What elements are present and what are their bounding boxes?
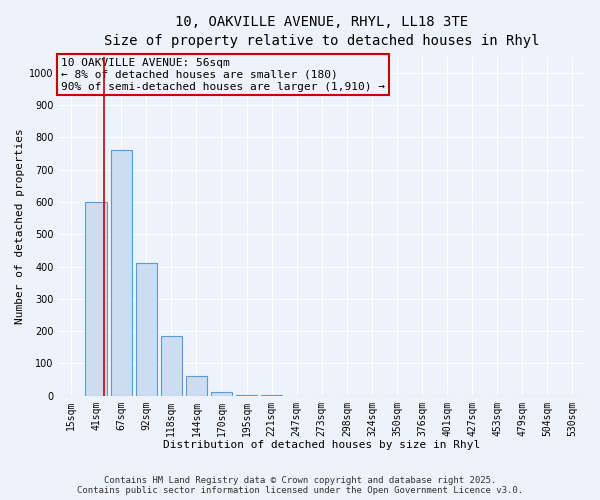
Bar bbox=[211, 392, 232, 396]
Bar bbox=[136, 264, 157, 396]
Text: 10 OAKVILLE AVENUE: 56sqm
← 8% of detached houses are smaller (180)
90% of semi-: 10 OAKVILLE AVENUE: 56sqm ← 8% of detach… bbox=[61, 58, 385, 92]
Bar bbox=[161, 336, 182, 396]
Title: 10, OAKVILLE AVENUE, RHYL, LL18 3TE
Size of property relative to detached houses: 10, OAKVILLE AVENUE, RHYL, LL18 3TE Size… bbox=[104, 15, 539, 48]
Bar bbox=[236, 395, 257, 396]
Bar bbox=[186, 376, 207, 396]
Bar bbox=[85, 202, 107, 396]
X-axis label: Distribution of detached houses by size in Rhyl: Distribution of detached houses by size … bbox=[163, 440, 481, 450]
Bar bbox=[110, 150, 132, 396]
Text: Contains HM Land Registry data © Crown copyright and database right 2025.
Contai: Contains HM Land Registry data © Crown c… bbox=[77, 476, 523, 495]
Y-axis label: Number of detached properties: Number of detached properties bbox=[15, 128, 25, 324]
